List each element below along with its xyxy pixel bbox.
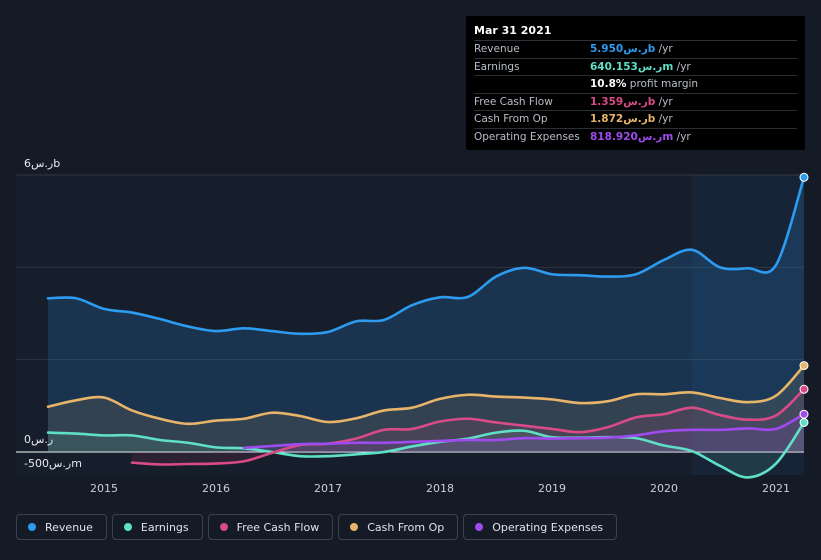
marker-free-cash-flow — [799, 384, 809, 394]
tooltip-row: Free Cash Flow 1.359ر.سb /yr — [474, 94, 797, 111]
tooltip-row: Earnings 640.153ر.سm /yr — [474, 59, 797, 76]
x-tick-2019: 2019 — [538, 482, 566, 495]
tooltip-row-label: Cash From Op — [474, 113, 548, 125]
legend-item-operating-expenses[interactable]: Operating Expenses — [463, 514, 618, 540]
tooltip-row: 10.8% profit margin — [474, 76, 797, 94]
marker-operating-expenses — [799, 409, 809, 419]
grid-lines — [16, 174, 804, 475]
line-operating-expenses — [242, 412, 806, 450]
tooltip-row-value: 10.8% profit margin — [590, 76, 698, 93]
legend-label: Earnings — [140, 520, 189, 534]
x-tick-2017: 2017 — [314, 482, 342, 495]
plot-background — [16, 175, 804, 475]
tooltip-row-value: 5.950ر.سb /yr — [590, 41, 673, 58]
tooltip-value-text: 1.872ر.سb — [590, 113, 656, 125]
tooltip-row-label: Revenue — [474, 43, 520, 55]
tooltip-row-label: Free Cash Flow — [474, 95, 553, 108]
x-axis-ticks: 2015 2016 2017 2018 2019 2020 2021 — [90, 482, 790, 495]
tooltip-unit-text: /yr — [655, 113, 673, 125]
tooltip-value-text: 640.153ر.سm — [590, 60, 674, 73]
legend-dot-icon — [219, 523, 228, 531]
tooltip-unit-text: /yr — [655, 43, 673, 55]
tooltip-unit-text: profit margin — [626, 78, 699, 90]
tooltip-row-value: 1.872ر.سb /yr — [590, 111, 673, 128]
tooltip-row-value: 640.153ر.سm /yr — [590, 59, 691, 76]
tooltip-rows: Revenue 5.950ر.سb /yr Earnings 640.153ر.سm … — [474, 41, 797, 145]
tooltip-unit-text: /yr — [655, 95, 673, 108]
marker-revenue — [799, 172, 809, 182]
axis-labels: 6ر.سb 0ر.س -500ر.سm — [24, 157, 82, 470]
x-tick-2021: 2021 — [762, 482, 790, 495]
tooltip-row-label: Earnings — [474, 60, 520, 73]
tooltip-row: Operating Expenses 818.920ر.سm /yr — [474, 129, 797, 146]
legend-label: Free Cash Flow — [236, 520, 320, 534]
x-tick-2018: 2018 — [426, 482, 454, 495]
tooltip-date: Mar 31 2021 — [474, 22, 797, 41]
y-label-top: 6ر.سb — [24, 157, 60, 170]
legend-item-revenue[interactable]: Revenue — [16, 514, 107, 540]
legend-item-free-cash-flow[interactable]: Free Cash Flow — [207, 514, 334, 540]
x-tick-2015: 2015 — [90, 482, 118, 495]
marker-cash-from-op — [799, 361, 809, 371]
series-lines — [46, 176, 806, 479]
legend: Revenue Earnings Free Cash Flow Cash From O… — [16, 514, 622, 542]
area-earnings — [48, 422, 804, 478]
x-tick-2016: 2016 — [202, 482, 230, 495]
tooltip-row-label — [474, 76, 590, 93]
tooltip-value-text: 10.8% — [590, 78, 627, 90]
y-label-bottom: -500ر.سm — [24, 457, 82, 470]
legend-item-earnings[interactable]: Earnings — [111, 514, 203, 540]
y-label-zero: 0ر.س — [24, 433, 53, 446]
tooltip-row-label: Operating Expenses — [474, 130, 580, 143]
tooltip-row-value: 1.359ر.سb /yr — [590, 94, 673, 111]
tooltip-row: Revenue 5.950ر.سb /yr — [474, 41, 797, 59]
tooltip-row-value: 818.920ر.سm /yr — [590, 129, 691, 146]
line-cash-from-op — [46, 364, 806, 426]
tooltip-value-text: 5.950ر.سb — [590, 43, 656, 55]
line-free-cash-flow — [130, 387, 806, 466]
legend-label: Cash From Op — [367, 520, 445, 534]
tooltip-value-text: 1.359ر.سb — [590, 95, 656, 108]
legend-dot-icon — [475, 523, 484, 531]
line-revenue — [46, 176, 806, 336]
legend-label: Operating Expenses — [492, 520, 604, 534]
tooltip-row: Cash From Op 1.872ر.سb /yr — [474, 111, 797, 129]
x-tick-2020: 2020 — [650, 482, 678, 495]
marker-earnings — [799, 417, 809, 427]
legend-dot-icon — [28, 523, 36, 531]
line-earnings — [46, 421, 806, 479]
area-cash-from-op — [48, 365, 804, 452]
legend-label: Revenue — [45, 520, 93, 534]
area-revenue — [48, 177, 804, 452]
tooltip-unit-text: /yr — [673, 130, 691, 143]
tooltip-panel: Mar 31 2021 Revenue 5.950ر.سb /yr Earnings… — [466, 16, 805, 150]
area-operating-expenses — [244, 414, 804, 452]
tooltip-unit-text: /yr — [673, 60, 691, 73]
legend-item-cash-from-op[interactable]: Cash From Op — [338, 514, 459, 540]
tooltip-value-text: 818.920ر.سm — [590, 130, 674, 143]
legend-dot-icon — [123, 523, 132, 531]
series-end-markers — [799, 172, 809, 427]
legend-dot-icon — [350, 523, 359, 531]
